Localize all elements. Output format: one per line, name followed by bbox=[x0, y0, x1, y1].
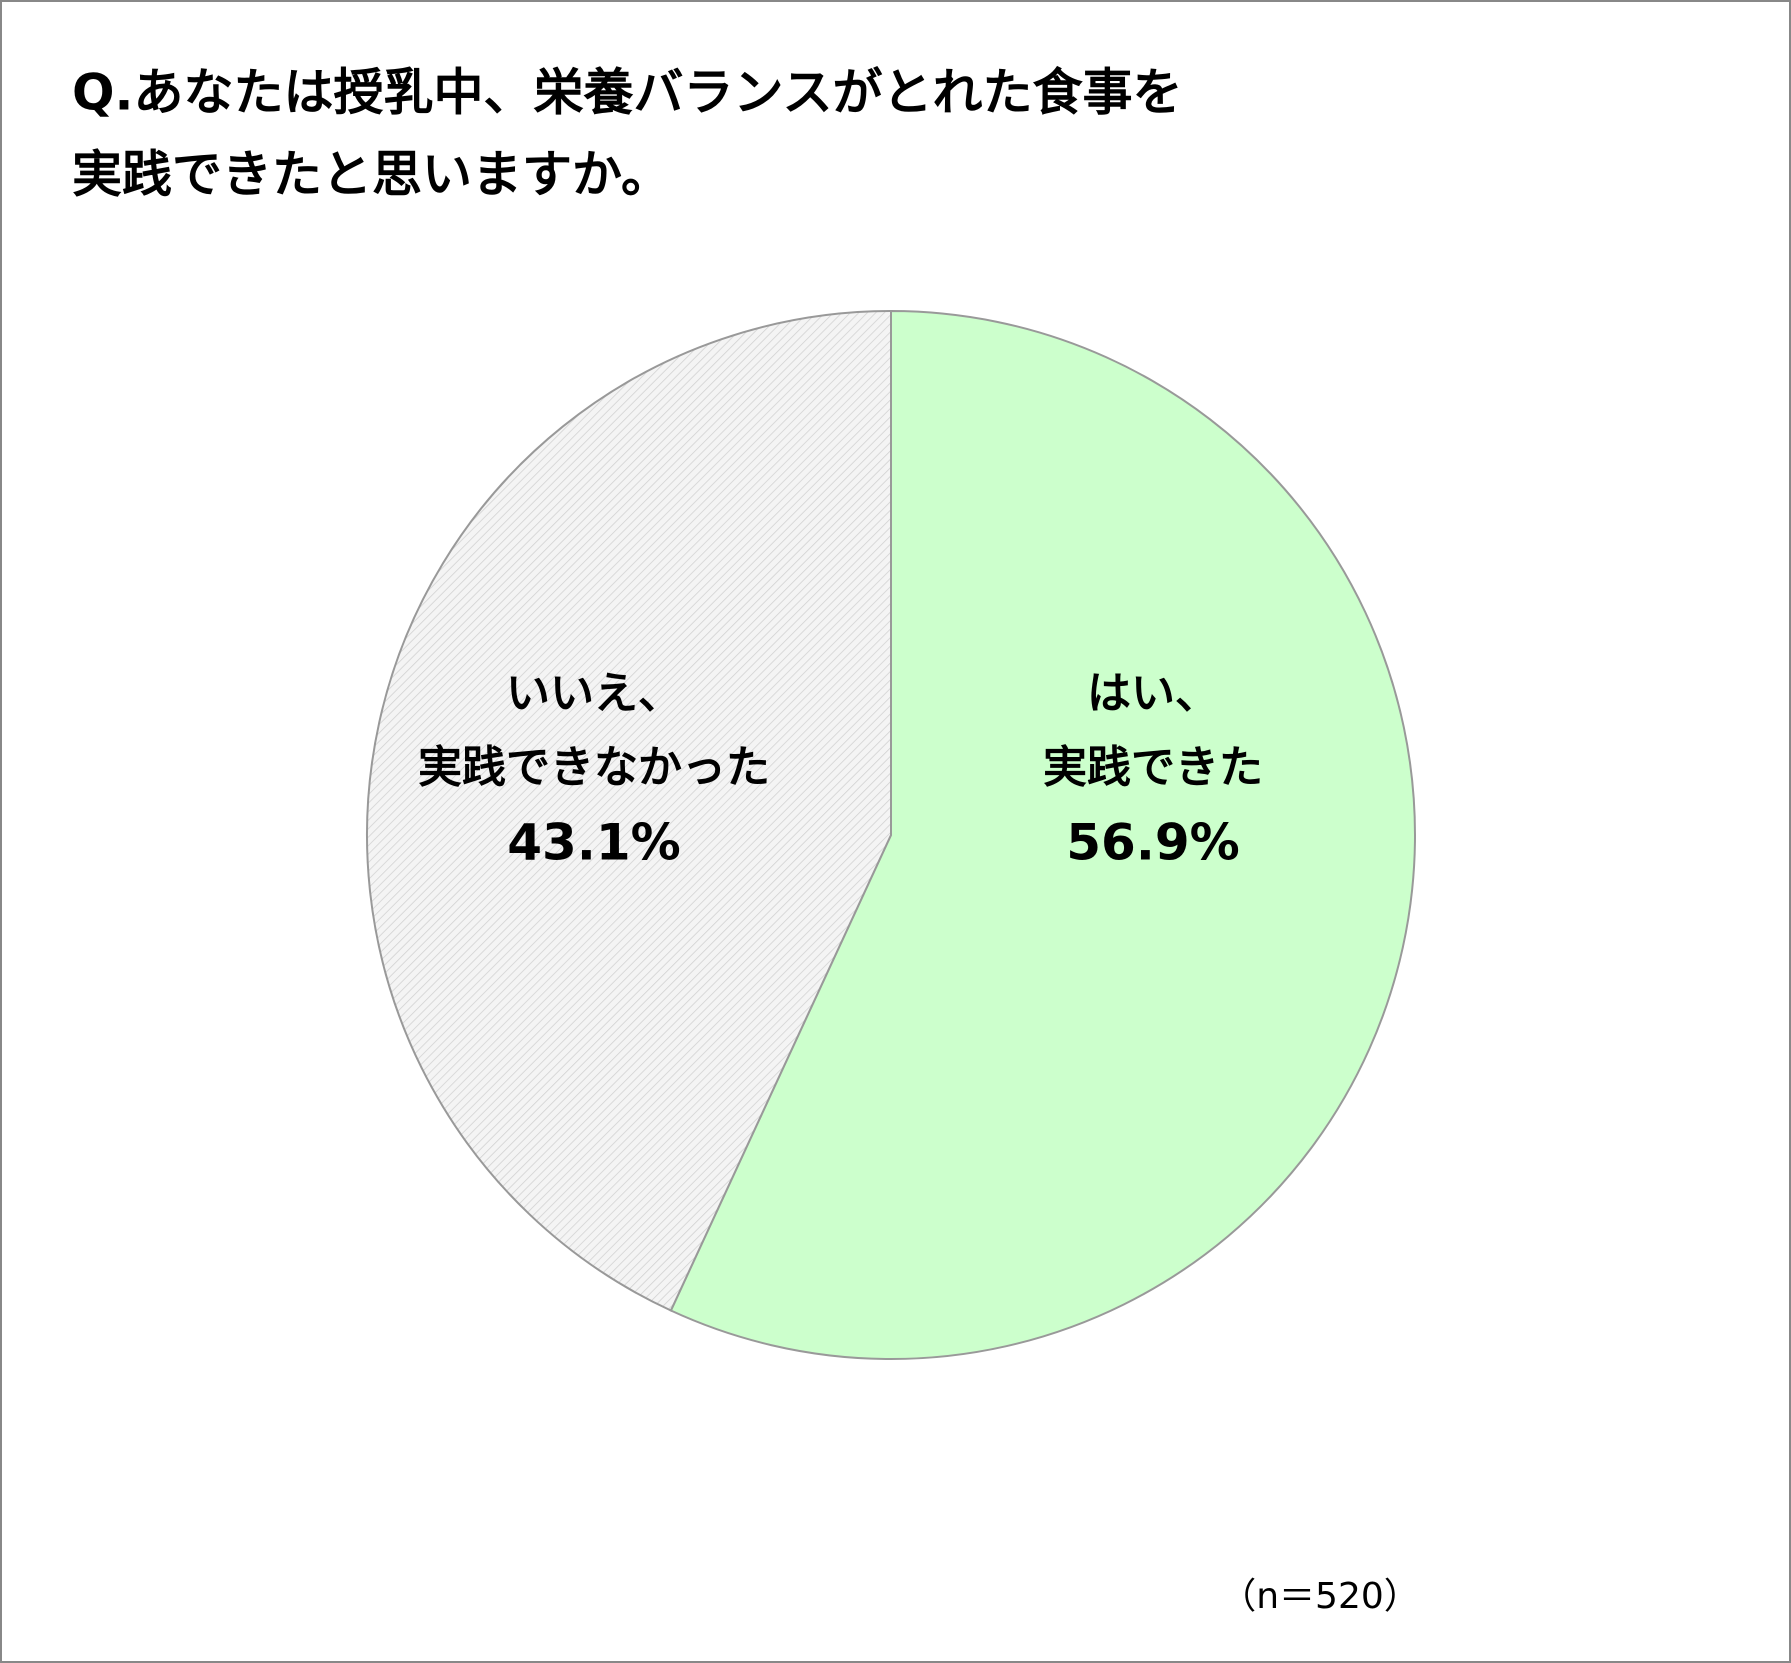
chart-title: Q.あなたは授乳中、栄養バランスがとれた食事を bbox=[72, 64, 1183, 122]
value-label: 43.1% bbox=[507, 814, 680, 872]
slice-label: はい、 bbox=[1087, 668, 1219, 719]
slice-label: 実践できた bbox=[1043, 742, 1263, 793]
chart-title: 実践できたと思いますか。 bbox=[72, 146, 671, 204]
slice-label: いいえ、 bbox=[506, 668, 682, 719]
slice-label: 実践できなかった bbox=[418, 742, 770, 793]
value-label: 56.9% bbox=[1066, 814, 1239, 872]
pie-slice bbox=[366, 309, 892, 1312]
sample-note: （n＝520） bbox=[1220, 1576, 1420, 1617]
pie-slice bbox=[669, 309, 1416, 1360]
